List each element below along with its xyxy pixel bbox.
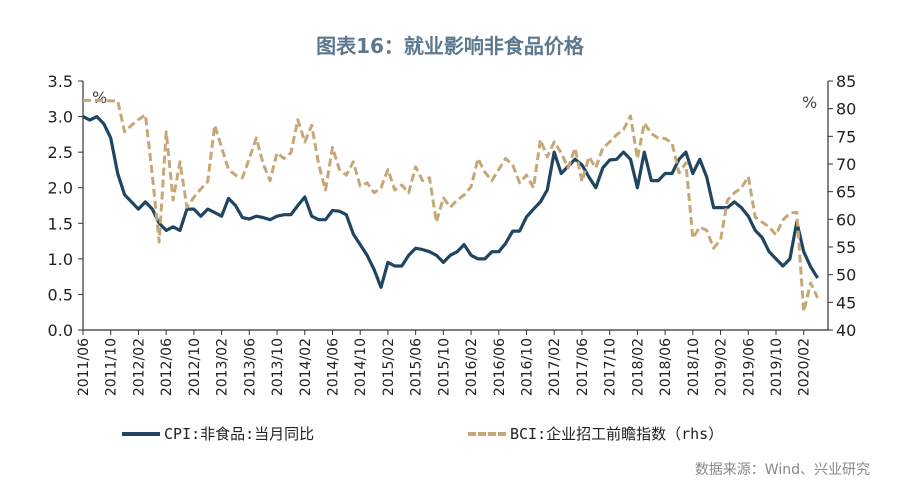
x-axis-tick-label: 2013/10 <box>270 338 286 396</box>
x-axis-tick-label: 2014/10 <box>353 338 369 396</box>
x-axis-tick-label: 2017/02 <box>547 338 563 396</box>
x-axis-tick-label: 2014/02 <box>298 338 314 396</box>
x-axis-tick-label: 2016/02 <box>464 338 480 396</box>
left-axis-tick-label: 1.5 <box>48 214 73 233</box>
x-axis-tick-label: 2011/10 <box>104 338 120 396</box>
x-axis-tick-label: 2017/06 <box>575 338 591 396</box>
legend-item-bci: BCI:企业招工前瞻指数（rhs） <box>468 423 723 444</box>
chart-title: 图表16：就业影响非食品价格 <box>316 34 584 58</box>
right-axis-tick-label: 75 <box>836 127 856 146</box>
x-axis-tick-label: 2020/02 <box>797 338 813 396</box>
right-axis-tick-label: 70 <box>836 155 856 174</box>
x-axis-tick-label: 2015/10 <box>436 338 452 396</box>
legend-swatch-bci <box>468 431 506 436</box>
right-axis-tick-label: 85 <box>836 72 856 91</box>
x-axis-tick-label: 2015/06 <box>409 338 425 396</box>
x-axis-tick-label: 2014/06 <box>325 338 341 396</box>
right-axis-unit: % <box>802 93 817 112</box>
chart: 0.0 0.5 1.0 1.5 2.0 2.5 3.0 3.5 40 45 50 55 60 65 70 75… <box>48 72 857 396</box>
x-axis-tick-label: 2019/10 <box>769 338 785 396</box>
x-axis-tick-label: 2012/10 <box>187 338 203 396</box>
left-axis-tick-label: 3.0 <box>48 108 73 127</box>
x-axis-tick-label: 2019/02 <box>714 338 730 396</box>
x-axis-tick-label: 2016/10 <box>520 338 536 396</box>
x-axis-tick-label: 2012/06 <box>159 338 175 396</box>
legend-item-cpi: CPI:非食品:当月同比 <box>122 423 314 444</box>
left-axis-tick-label: 2.0 <box>48 179 73 198</box>
left-axis-tick-label: 2.5 <box>48 143 73 162</box>
x-axis-tick-label: 2015/02 <box>381 338 397 396</box>
series-line-bci <box>83 98 819 314</box>
right-axis-tick-label: 50 <box>836 266 856 285</box>
right-axis-tick-label: 45 <box>836 293 856 312</box>
x-axis-tick-label: 2016/06 <box>492 338 508 396</box>
legend-label-bci: BCI:企业招工前瞻指数（rhs） <box>510 425 724 443</box>
x-axis-tick-label: 2013/06 <box>242 338 258 396</box>
left-axis-unit: % <box>92 88 107 107</box>
left-axis-tick-label: 1.0 <box>48 250 73 269</box>
x-axis-tick-label: 2017/10 <box>603 338 619 396</box>
left-axis-tick-label: 3.5 <box>48 72 73 91</box>
x-axis-tick-label: 2019/06 <box>741 338 757 396</box>
x-axis-tick-label: 2018/10 <box>686 338 702 396</box>
x-axis-tick-label: 2018/06 <box>658 338 674 396</box>
x-axis-tick-label: 2011/06 <box>76 338 92 396</box>
right-axis-tick-label: 60 <box>836 210 856 229</box>
source-note: 数据来源：Wind、兴业研究 <box>694 462 870 478</box>
left-axis-tick-label: 0.5 <box>48 285 73 304</box>
legend-label-cpi: CPI:非食品:当月同比 <box>164 425 315 443</box>
right-axis-tick-label: 40 <box>836 321 856 340</box>
x-axis-tick-label: 2013/02 <box>215 338 231 396</box>
right-axis-tick-label: 80 <box>836 100 856 119</box>
series-line-cpi <box>82 114 819 289</box>
legend-swatch-cpi <box>122 431 160 436</box>
x-axis-tick-label: 2012/02 <box>131 338 147 396</box>
right-axis-tick-label: 65 <box>836 183 856 202</box>
x-axis-tick-label: 2018/02 <box>630 338 646 396</box>
right-axis-tick-label: 55 <box>836 238 856 257</box>
left-axis-tick-label: 0.0 <box>48 321 73 340</box>
